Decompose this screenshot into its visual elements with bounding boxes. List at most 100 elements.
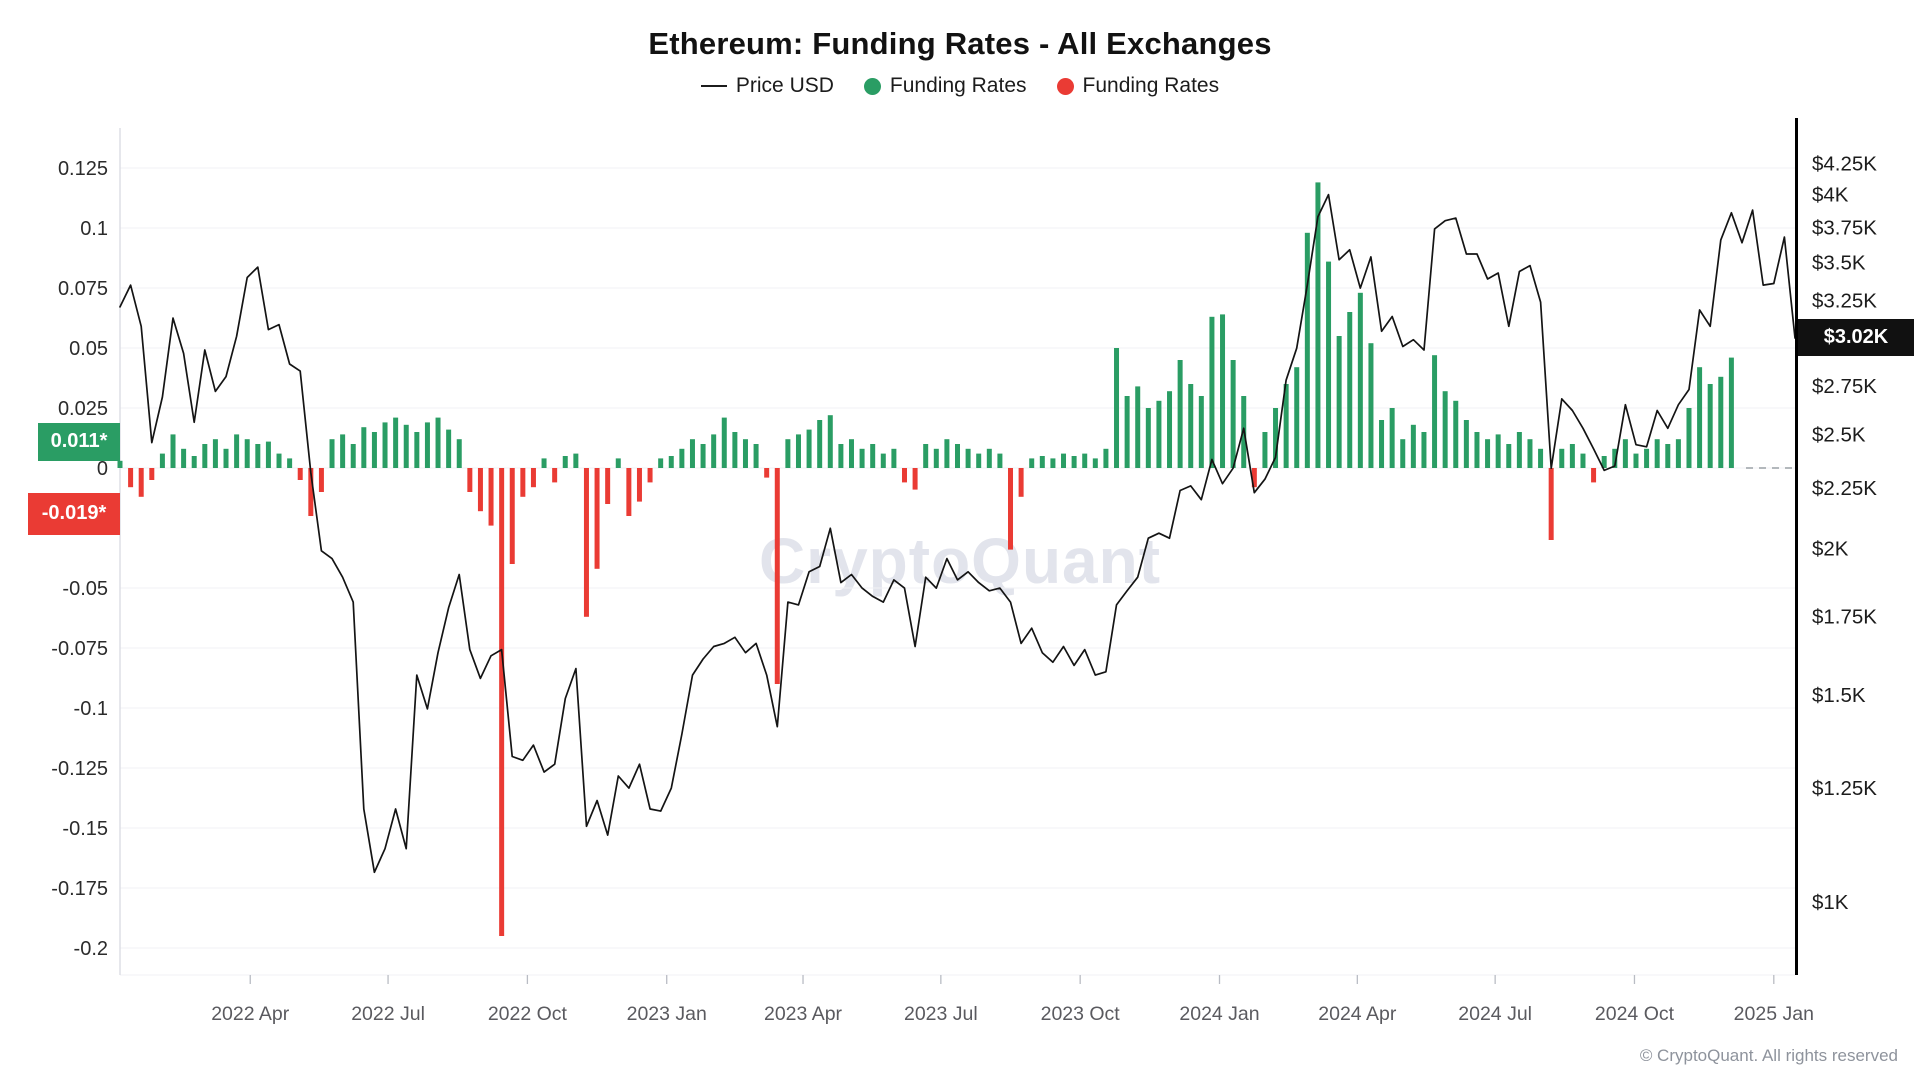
funding-bar xyxy=(636,468,642,502)
funding-tick-label: 0.075 xyxy=(58,278,108,300)
funding-bar xyxy=(1145,408,1151,468)
funding-tick-label: -0.15 xyxy=(62,818,108,840)
price-tick-label: $1K xyxy=(1812,891,1849,914)
funding-bar xyxy=(350,444,356,468)
funding-bar xyxy=(1220,314,1226,468)
funding-bar xyxy=(1283,384,1289,468)
date-tick-label: 2022 Jul xyxy=(351,1003,425,1025)
funding-bar xyxy=(1485,439,1491,468)
funding-bar xyxy=(499,468,505,936)
funding-bar xyxy=(1654,439,1660,468)
funding-tick-label: -0.2 xyxy=(74,938,108,960)
latest-negative-funding-badge: -0.019* xyxy=(28,492,120,535)
funding-bar xyxy=(244,439,250,468)
funding-bar xyxy=(477,468,483,512)
funding-bar xyxy=(1368,343,1374,468)
funding-bar xyxy=(255,444,261,468)
price-tick-label: $2.25K xyxy=(1812,477,1877,500)
funding-bar xyxy=(965,448,971,468)
funding-bar xyxy=(1495,434,1501,468)
price-line xyxy=(119,193,1796,874)
funding-bar xyxy=(1018,468,1024,497)
funding-bar xyxy=(1209,316,1215,468)
legend-item-funding-positive[interactable]: Funding Rates xyxy=(863,74,1027,98)
funding-bar xyxy=(1622,439,1628,468)
funding-bar xyxy=(382,422,388,468)
funding-bar xyxy=(1008,468,1014,550)
last-price-badge: $3.02K xyxy=(1798,319,1914,357)
funding-bar xyxy=(658,458,664,468)
funding-bar xyxy=(1612,448,1618,468)
funding-bar xyxy=(1347,312,1353,468)
funding-bar xyxy=(1665,444,1671,468)
funding-bar xyxy=(753,444,759,468)
funding-bar xyxy=(774,468,780,684)
funding-bar xyxy=(329,439,335,468)
funding-bar xyxy=(297,468,303,480)
funding-bar xyxy=(552,468,558,483)
funding-bar xyxy=(1506,444,1512,468)
date-tick-label: 2023 Apr xyxy=(764,1003,843,1025)
funding-bar xyxy=(1453,400,1459,468)
funding-bar xyxy=(202,444,208,468)
funding-bar xyxy=(1432,355,1438,468)
funding-bar xyxy=(997,453,1003,468)
funding-tick-label: 0.025 xyxy=(58,398,108,420)
price-tick-label: $1.25K xyxy=(1812,777,1877,800)
funding-bar xyxy=(901,468,907,483)
funding-bar xyxy=(1538,448,1544,468)
funding-bar xyxy=(626,468,632,516)
price-tick-label: $3.25K xyxy=(1812,290,1877,313)
funding-bar xyxy=(647,468,653,483)
funding-bar xyxy=(806,429,812,468)
price-axis-labels: $4.25K $4K $3.75K $3.5K $3.25K $2.75K $2.5K $2.… xyxy=(1812,153,1877,914)
funding-bar xyxy=(1039,456,1045,468)
price-tick-label: $1.5K xyxy=(1812,684,1866,707)
funding-bar xyxy=(1569,444,1575,468)
funding-bar xyxy=(191,456,197,468)
funding-bar xyxy=(1315,182,1321,468)
legend-funding-negative-label: Funding Rates xyxy=(1082,74,1220,97)
price-tick-label: $4.25K xyxy=(1812,153,1877,176)
funding-bar xyxy=(149,468,155,480)
funding-tick-label: -0.125 xyxy=(51,758,108,780)
funding-bar xyxy=(1082,453,1088,468)
funding-bar xyxy=(1410,424,1416,468)
gridlines xyxy=(119,128,1795,976)
funding-bar xyxy=(827,415,833,468)
funding-bar xyxy=(1644,448,1650,468)
funding-bar xyxy=(1262,432,1268,468)
funding-bar xyxy=(1124,396,1130,468)
funding-bar xyxy=(371,432,377,468)
funding-bar xyxy=(848,439,854,468)
legend-item-price[interactable]: Price USD xyxy=(700,74,834,98)
funding-bar xyxy=(880,453,886,468)
funding-bar xyxy=(912,468,918,490)
funding-bar xyxy=(1071,456,1077,468)
funding-bar xyxy=(1442,391,1448,468)
funding-bar xyxy=(1177,360,1183,468)
funding-bar xyxy=(1421,432,1427,468)
funding-bar xyxy=(340,434,346,468)
legend-item-funding-negative[interactable]: Funding Rates xyxy=(1056,74,1220,98)
funding-bar xyxy=(308,468,314,516)
funding-bar xyxy=(138,468,144,497)
funding-bar xyxy=(1591,468,1597,483)
funding-bar xyxy=(870,444,876,468)
price-tick-label: $4K xyxy=(1812,184,1849,207)
price-tick-label: $1.75K xyxy=(1812,605,1877,628)
date-tick-label: 2023 Jan xyxy=(627,1003,707,1025)
funding-tick-label: 0.05 xyxy=(69,338,108,360)
date-tick-label: 2022 Oct xyxy=(488,1003,568,1025)
funding-bar xyxy=(1188,384,1194,468)
funding-axis-labels: 0.125 0.1 0.075 0.05 0.025 0 -0.05 -0.075 -0.1 -0… xyxy=(51,158,108,960)
funding-bar xyxy=(1718,376,1724,468)
funding-bar xyxy=(456,439,462,468)
funding-bar xyxy=(509,468,515,564)
funding-bar xyxy=(1601,456,1607,468)
funding-bar xyxy=(467,468,473,492)
funding-tick-label: -0.05 xyxy=(62,578,108,600)
funding-bar xyxy=(955,444,960,468)
funding-bar xyxy=(986,448,992,468)
